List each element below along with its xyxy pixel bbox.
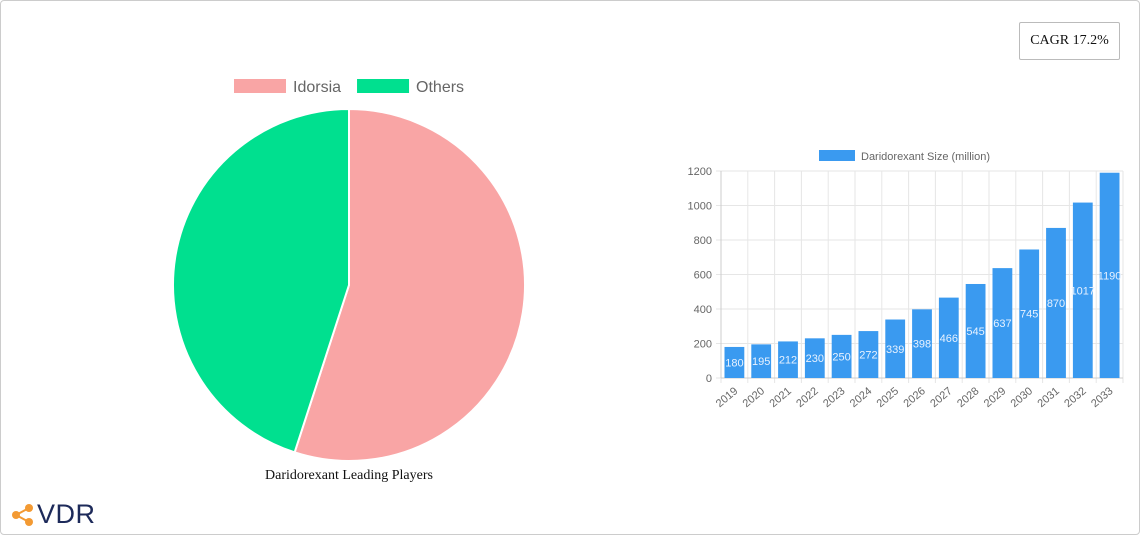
bar-value-label: 212	[779, 355, 797, 367]
bar-value-label: 545	[966, 326, 984, 338]
x-tick-label: 2020	[741, 385, 767, 410]
share-nodes-icon	[12, 503, 33, 526]
bar-value-label: 195	[752, 356, 770, 368]
bar-value-label: 466	[940, 333, 958, 345]
legend-swatch	[234, 79, 286, 93]
bar-value-label: 398	[913, 339, 931, 351]
y-tick-label: 1000	[688, 201, 712, 213]
pie-slice-idorsia	[293, 107, 526, 462]
bar-value-label: 180	[725, 357, 743, 369]
pie-chart: Idorsia Others	[172, 79, 526, 462]
y-tick-label: 200	[694, 339, 712, 351]
bar-value-label: 272	[859, 350, 877, 362]
legend-label: Idorsia	[293, 79, 341, 96]
bar-value-label: 745	[1020, 309, 1038, 321]
bar-2030	[1019, 249, 1040, 378]
x-tick-label: 2024	[848, 385, 874, 410]
x-tick-label: 2025	[875, 385, 901, 410]
bar-2029	[992, 268, 1013, 378]
bar-value-label: 339	[886, 344, 904, 356]
pie-chart-title: Daridorexant Leading Players	[265, 468, 433, 483]
bar-2024	[858, 331, 879, 378]
bar-2021	[778, 341, 798, 378]
bar-2032	[1072, 202, 1093, 378]
bar-value-label: 1190	[1098, 270, 1122, 282]
x-tick-label: 2032	[1062, 385, 1088, 410]
bar-value-label: 637	[993, 318, 1011, 330]
bar-2020	[751, 344, 772, 378]
x-tick-label: 2033	[1089, 385, 1115, 410]
x-tick-label: 2019	[714, 385, 740, 410]
bar-value-label: 250	[832, 351, 850, 363]
bar-2023	[831, 334, 852, 378]
x-tick-label: 2028	[955, 385, 981, 410]
x-tick-label: 2027	[928, 385, 954, 410]
bar-2026	[912, 309, 932, 378]
logo-text: VDR	[37, 499, 96, 529]
y-tick-label: 1200	[688, 166, 712, 178]
y-tick-label: 400	[694, 304, 712, 316]
pie-slice-others	[172, 107, 350, 454]
bar-2033	[1099, 172, 1120, 378]
x-tick-label: 2021	[767, 385, 793, 410]
legend-label: Daridorexant Size (million)	[861, 151, 990, 163]
x-tick-label: 2031	[1035, 385, 1061, 410]
y-tick-label: 0	[706, 373, 712, 385]
bar-chart: 0 200 400 600 800 1000 1200 180 2019 195 2020 212 20…	[688, 150, 1124, 410]
vdr-logo: VDR	[11, 499, 96, 530]
bar-2025	[885, 319, 906, 378]
x-tick-label: 2030	[1009, 385, 1035, 410]
y-tick-label: 800	[694, 235, 712, 247]
bar-value-label: 1017	[1071, 285, 1095, 297]
y-tick-label: 600	[694, 270, 712, 282]
bar-2019	[724, 346, 745, 378]
bar-2027	[938, 297, 959, 378]
x-tick-label: 2029	[982, 385, 1008, 410]
bar-2031	[1046, 227, 1066, 378]
legend-swatch	[819, 150, 855, 161]
x-tick-label: 2022	[794, 385, 820, 410]
bar-2022	[804, 338, 825, 378]
cagr-badge: CAGR 17.2%	[1019, 22, 1120, 60]
bar-value-label: 230	[806, 353, 824, 365]
x-tick-label: 2023	[821, 385, 847, 410]
legend-label: Others	[416, 79, 464, 96]
bar-value-label: 870	[1047, 298, 1065, 310]
bar-2028	[965, 283, 986, 378]
legend-swatch	[357, 79, 410, 93]
x-tick-label: 2026	[901, 385, 927, 410]
